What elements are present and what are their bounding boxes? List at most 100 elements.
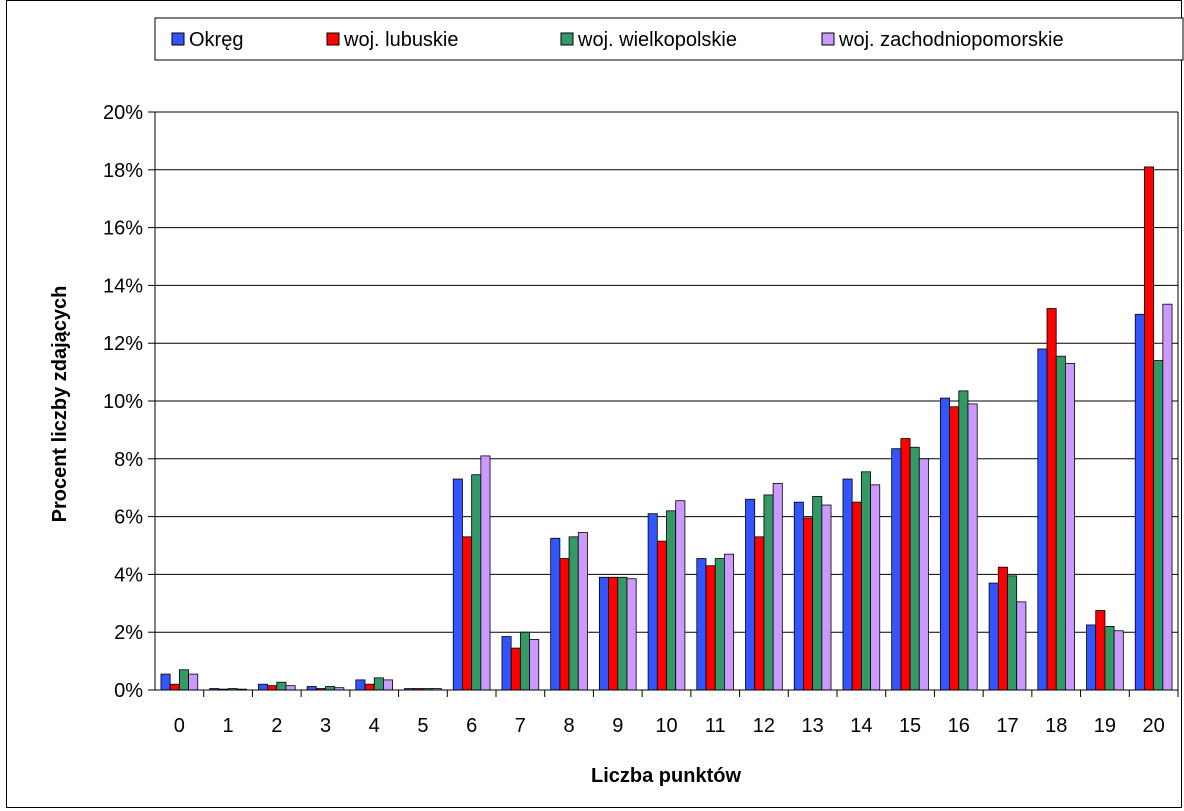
legend-swatch-2	[560, 32, 574, 46]
bar-3-17	[1016, 601, 1027, 691]
bar-1-17	[997, 566, 1008, 691]
bar-3-8	[577, 532, 588, 691]
bar-0-9	[598, 576, 609, 691]
bar-1-20	[1144, 166, 1155, 691]
bar-1-16	[949, 406, 960, 691]
bar-3-14	[870, 484, 881, 691]
bar-0-15	[891, 448, 902, 691]
bar-2-17	[1007, 575, 1018, 691]
bar-1-8	[559, 558, 570, 691]
bar-1-11	[705, 565, 716, 691]
x-tick-label-6: 6	[466, 715, 477, 737]
x-tick-label-15: 15	[899, 715, 921, 737]
x-tick-labels: 0 1 2 3 4 5 6 7 8 9 10 11 12 13 14 15 16 17 18 19 20	[174, 715, 1165, 737]
chart-frame	[6, 0, 1182, 808]
x-tick-label-0: 0	[174, 715, 185, 737]
bar-1-4	[364, 683, 375, 691]
bar-1-10	[656, 540, 667, 691]
bar-3-0	[188, 673, 199, 691]
bar-3-2	[285, 685, 296, 691]
bar-0-3	[306, 686, 317, 691]
x-tick-label-19: 19	[1094, 715, 1116, 737]
bar-3-20	[1162, 303, 1173, 691]
bar-1-14	[851, 501, 862, 691]
legend-label-0: Okręg	[189, 29, 243, 51]
bar-2-7	[519, 631, 530, 691]
legend-swatch-3	[821, 32, 835, 46]
bar-3-9	[626, 578, 637, 691]
bar-2-0	[178, 669, 189, 691]
bar-0-10	[647, 513, 658, 691]
x-tick-label-10: 10	[655, 715, 677, 737]
bar-2-8	[568, 536, 579, 691]
y-axis-label: Procent liczby zdających	[49, 286, 71, 523]
bar-2-20	[1153, 360, 1164, 691]
bar-0-19	[1086, 624, 1097, 691]
y-tick-label-2: 2%	[114, 622, 143, 644]
x-tick-label-14: 14	[850, 715, 872, 737]
bar-2-11	[714, 558, 725, 691]
x-tick-label-20: 20	[1143, 715, 1165, 737]
bar-3-15	[918, 458, 929, 691]
bar-1-0	[169, 683, 180, 691]
bar-2-15	[909, 446, 920, 691]
bar-3-12	[772, 482, 783, 691]
y-tick-label-16: 16%	[103, 218, 143, 240]
legend: Okręg woj. lubuskie woj. wielkopolskie woj.…	[171, 29, 1064, 51]
bar-1-2	[267, 685, 278, 691]
x-tick-label-17: 17	[996, 715, 1018, 737]
bar-2-14	[860, 471, 871, 691]
bar-2-13	[812, 495, 823, 691]
x-tick-label-11: 11	[705, 715, 726, 737]
x-tick-label-5: 5	[417, 715, 428, 737]
x-tick-label-2: 2	[271, 715, 282, 737]
bar-3-10	[675, 500, 686, 691]
y-tick-label-12: 12%	[103, 333, 143, 355]
bar-2-4	[373, 677, 384, 691]
axes	[148, 111, 1179, 697]
y-tick-labels: 0% 2% 4% 6% 8% 10% 12% 14% 16% 18% 20%	[103, 102, 143, 702]
bar-2-18	[1055, 355, 1066, 691]
y-tick-label-0: 0%	[114, 680, 143, 702]
x-tick-label-1: 1	[223, 715, 234, 737]
bar-0-6	[452, 478, 463, 691]
bar-2-3	[325, 686, 336, 691]
bar-0-0	[160, 673, 171, 691]
bars	[160, 166, 1173, 691]
bar-2-10	[666, 510, 677, 691]
bar-1-6	[462, 536, 473, 691]
bar-0-8	[550, 537, 561, 691]
bar-1-13	[803, 517, 814, 691]
bar-2-6	[471, 474, 482, 691]
bar-0-2	[257, 683, 268, 691]
x-axis-label: Liczba punktów	[591, 765, 741, 787]
x-tick-label-16: 16	[948, 715, 970, 737]
bar-3-6	[480, 455, 491, 691]
y-tick-label-6: 6%	[114, 507, 143, 529]
bar-1-9	[608, 576, 619, 691]
x-tick-label-9: 9	[612, 715, 623, 737]
bar-2-12	[763, 494, 774, 691]
y-tick-label-10: 10%	[103, 391, 143, 413]
y-tick-label-18: 18%	[103, 160, 143, 182]
bar-3-19	[1113, 630, 1124, 691]
bar-0-4	[355, 679, 366, 691]
legend-label-1: woj. lubuskie	[343, 29, 459, 51]
bar-1-7	[510, 647, 521, 691]
x-tick-label-18: 18	[1045, 715, 1067, 737]
bar-1-15	[900, 438, 911, 691]
x-tick-label-3: 3	[320, 715, 331, 737]
bar-3-18	[1065, 363, 1076, 691]
x-tick-label-12: 12	[753, 715, 775, 737]
y-tick-label-20: 20%	[103, 102, 143, 124]
y-tick-label-14: 14%	[103, 275, 143, 297]
bar-3-7	[529, 639, 540, 691]
bar-3-4	[383, 679, 394, 691]
legend-swatch-1	[326, 32, 340, 46]
bar-3-13	[821, 504, 832, 691]
bar-0-12	[745, 498, 756, 691]
bar-2-19	[1104, 626, 1115, 691]
bar-2-9	[617, 576, 628, 691]
bar-0-16	[939, 397, 950, 691]
